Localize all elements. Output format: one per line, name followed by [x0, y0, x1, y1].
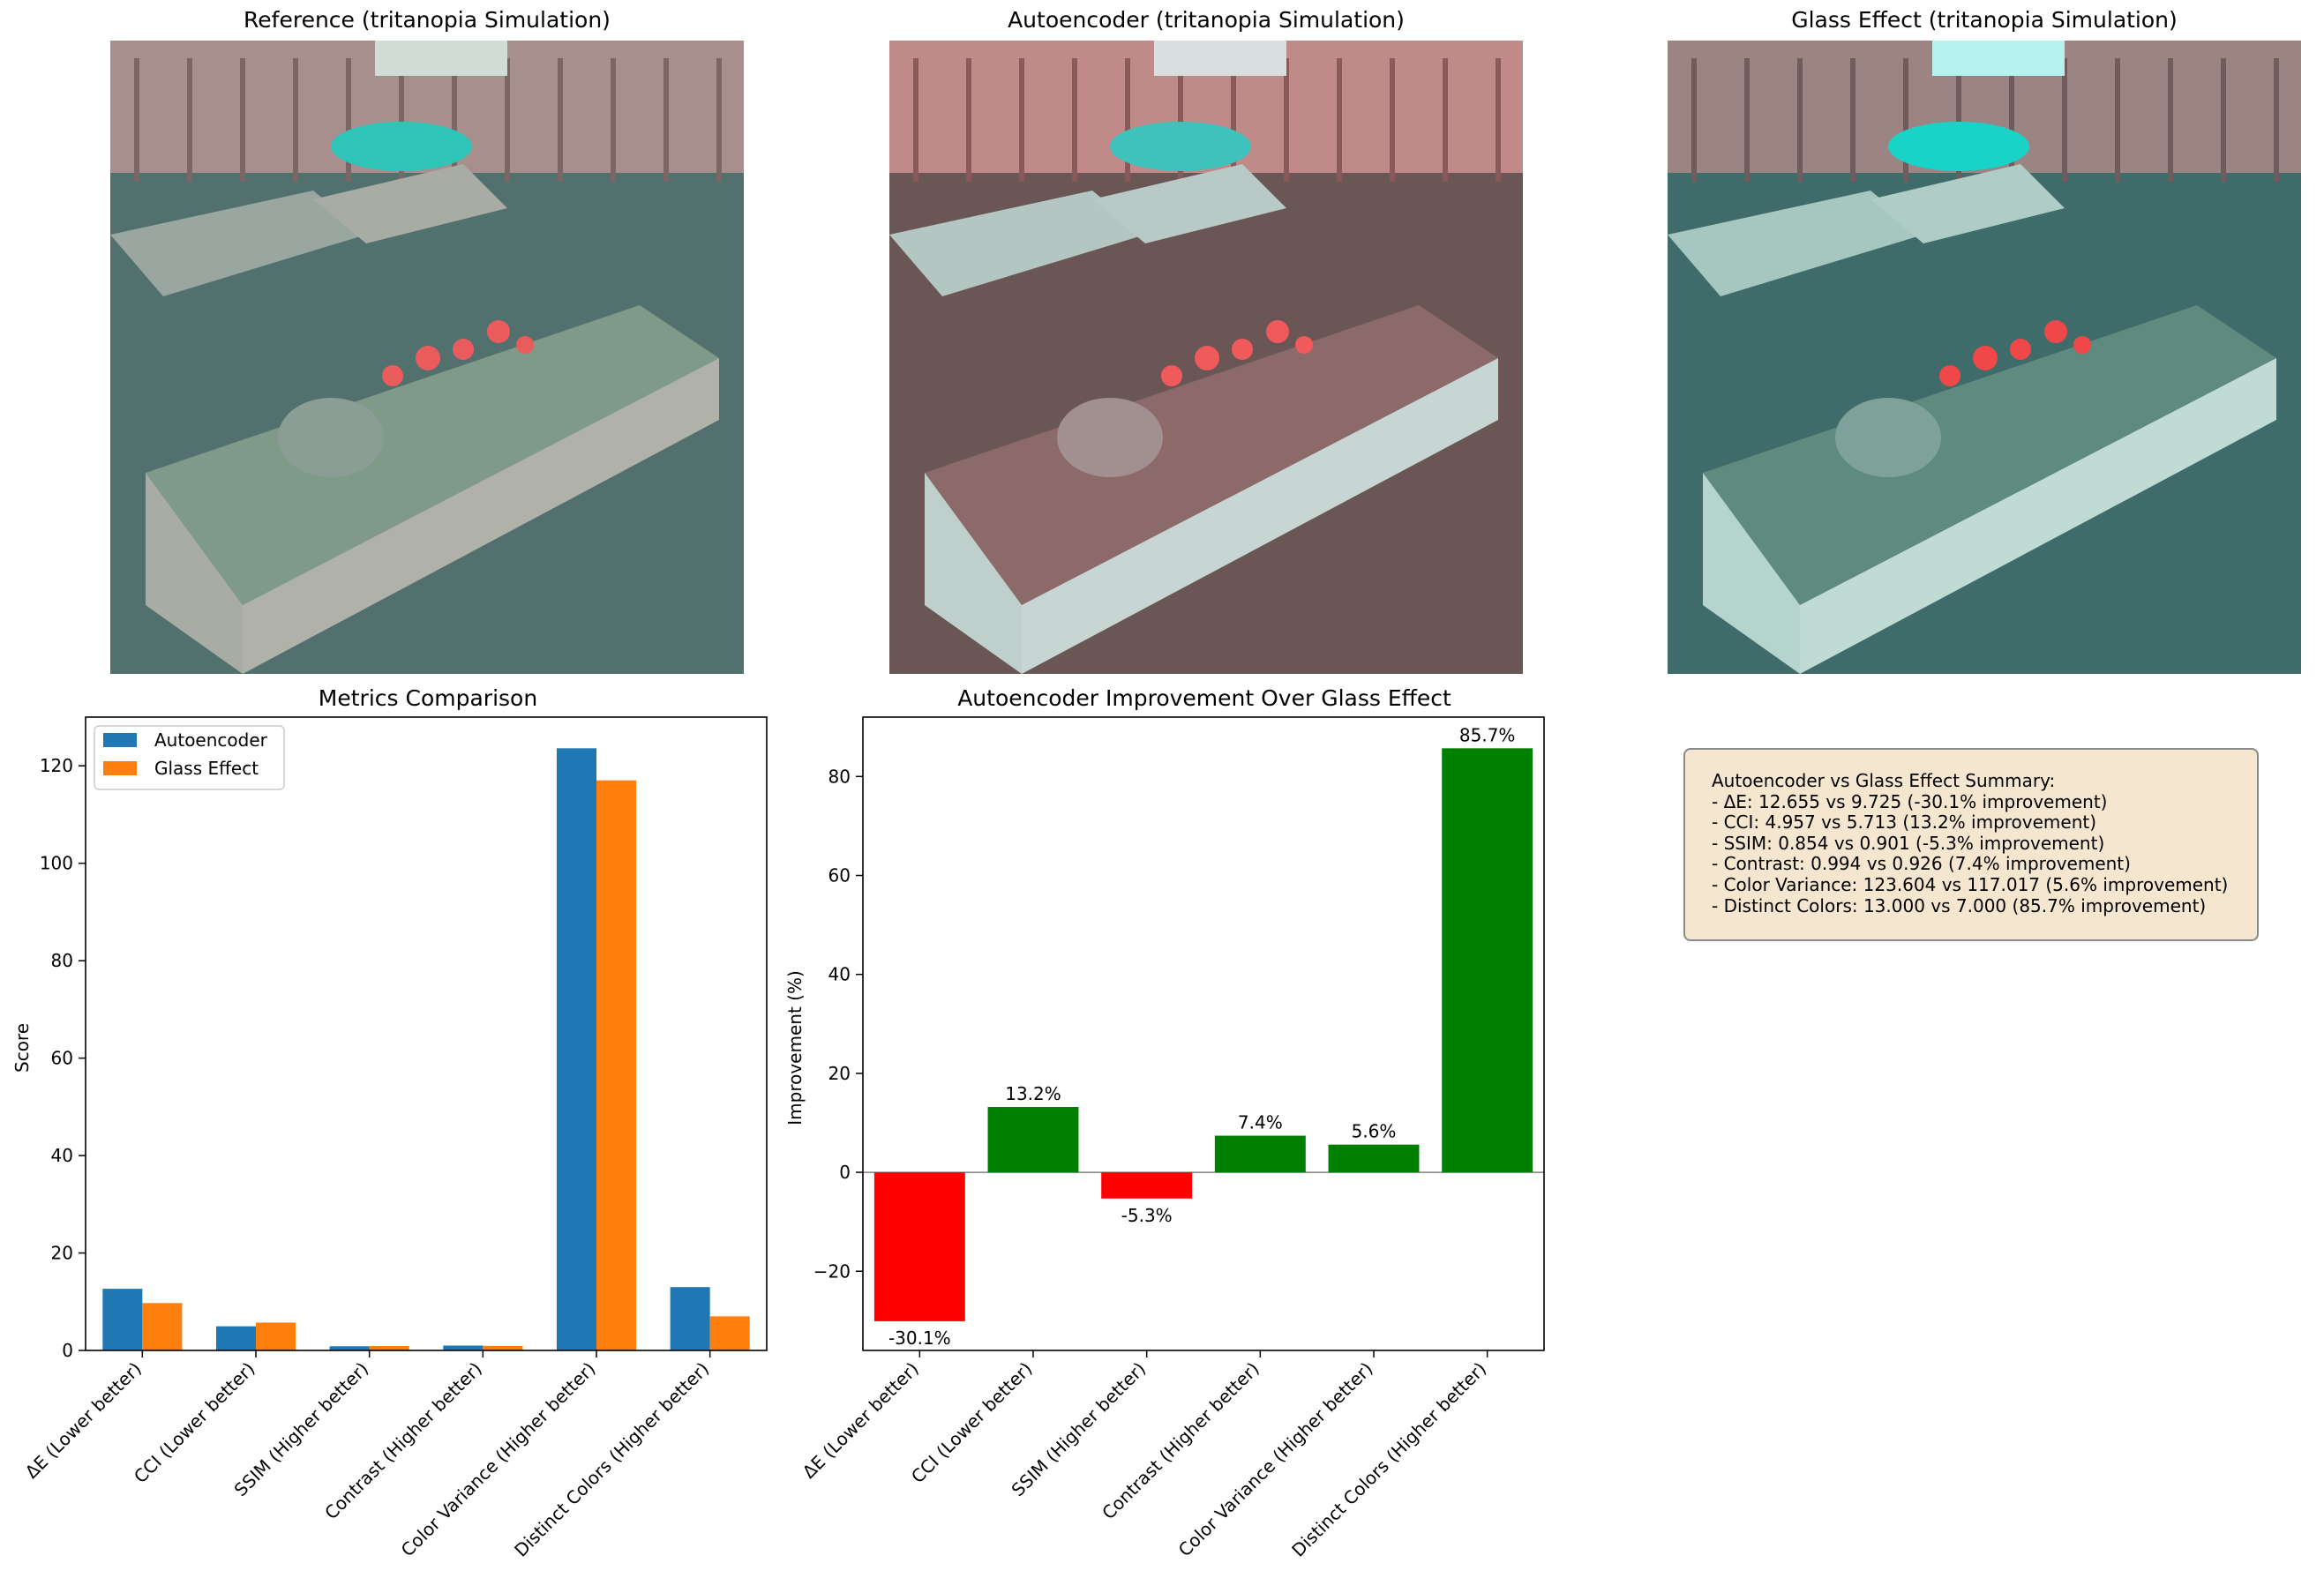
- bar-glass-effect: [256, 1322, 296, 1350]
- chart2-ytick-label: 80: [828, 766, 851, 787]
- improvement-bar: [1442, 748, 1533, 1173]
- bar-autoencoder: [670, 1287, 710, 1350]
- chart1-xtick-label: Color Variance (Higher better): [397, 1358, 600, 1561]
- legend-swatch-autoencoder: [103, 733, 137, 747]
- improvement-bar: [1101, 1172, 1193, 1199]
- chart1-ytick-label: 40: [51, 1145, 73, 1166]
- legend-label-glass-effect: Glass Effect: [154, 758, 259, 779]
- chart1-axes-frame: [85, 716, 768, 1351]
- chart2-xtick-label: Color Variance (Higher better): [1174, 1358, 1377, 1561]
- chart2-ytick-label: 40: [828, 964, 851, 985]
- bar-autoencoder: [556, 748, 596, 1350]
- glass-effect-image: [1668, 41, 2301, 674]
- improvement-bar: [987, 1107, 1079, 1173]
- chart1-xtick-label: Distinct Colors (Higher better): [510, 1358, 713, 1561]
- metrics-comparison-chart: Metrics Comparison Score 0 20 40 60 80 100 120…: [11, 685, 768, 1561]
- improvement-data-label: 13.2%: [1005, 1083, 1061, 1104]
- improvement-bar: [1328, 1144, 1420, 1173]
- legend-swatch-glass-effect: [103, 761, 137, 775]
- improvement-data-label: 7.4%: [1238, 1112, 1283, 1133]
- autoencoder-title: Autoencoder (tritanopia Simulation): [1008, 7, 1405, 33]
- chart1-legend: Autoencoder Glass Effect: [94, 725, 285, 790]
- bar-glass-effect: [142, 1303, 183, 1350]
- bar-autoencoder: [443, 1345, 484, 1350]
- improvement-data-label: 85.7%: [1459, 724, 1516, 745]
- chart1-ytick-label: 60: [51, 1048, 73, 1069]
- bar-autoencoder: [102, 1289, 143, 1350]
- improvement-bar: [1214, 1135, 1306, 1173]
- improvement-data-label: -30.1%: [888, 1327, 951, 1349]
- glass-effect-title: Glass Effect (tritanopia Simulation): [1791, 7, 2178, 33]
- reference-title: Reference (tritanopia Simulation): [244, 7, 611, 33]
- bar-glass-effect: [369, 1346, 409, 1350]
- chart1-ytick-label: 20: [51, 1243, 73, 1264]
- chart1-ytick-label: 100: [40, 853, 73, 874]
- chart2-ytick-label: 20: [828, 1063, 851, 1084]
- chart1-xtick-label: ΔE (Lower better): [21, 1358, 146, 1483]
- garden-photo-glass: [1668, 41, 2301, 674]
- chart2-xtick-label: CCI (Lower better): [907, 1358, 1037, 1488]
- bar-autoencoder: [215, 1326, 256, 1350]
- chart1-title: Metrics Comparison: [319, 685, 537, 711]
- improvement-chart: Autoencoder Improvement Over Glass Effec…: [784, 685, 1545, 1561]
- chart1-ytick-label: 120: [40, 755, 73, 776]
- reference-image: [110, 41, 744, 674]
- chart2-ytick-label: −20: [813, 1260, 851, 1282]
- legend-label-autoencoder: Autoencoder: [154, 729, 268, 751]
- chart2-xtick-label: ΔE (Lower better): [798, 1358, 923, 1483]
- summary-line: - Color Variance: 123.604 vs 117.017 (5.…: [1712, 873, 2229, 895]
- summary-box: Autoencoder vs Glass Effect Summary: - Δ…: [1683, 748, 2259, 941]
- improvement-data-label: -5.3%: [1121, 1205, 1173, 1226]
- summary-line: - ΔE: 12.655 vs 9.725 (-30.1% improvemen…: [1712, 790, 2108, 812]
- bar-glass-effect: [709, 1316, 750, 1350]
- improvement-bar: [873, 1172, 965, 1321]
- summary-line: - Distinct Colors: 13.000 vs 7.000 (85.7…: [1712, 894, 2207, 916]
- chart2-xtick-label: Distinct Colors (Higher better): [1287, 1358, 1490, 1561]
- chart1-ylabel: Score: [11, 1023, 33, 1073]
- chart1-xtick-label: CCI (Lower better): [130, 1358, 259, 1488]
- chart2-ytick-label: 0: [839, 1162, 851, 1183]
- bar-glass-effect: [483, 1345, 523, 1350]
- summary-line: - CCI: 4.957 vs 5.713 (13.2% improvement…: [1712, 811, 2097, 834]
- garden-photo-autoencoder: [889, 41, 1523, 674]
- chart2-title: Autoencoder Improvement Over Glass Effec…: [957, 685, 1451, 711]
- summary-line: - SSIM: 0.854 vs 0.901 (-5.3% improvemen…: [1712, 832, 2105, 854]
- chart2-axes-frame: [862, 716, 1545, 1351]
- chart1-ytick-label: 0: [62, 1340, 73, 1361]
- summary-line: - Contrast: 0.994 vs 0.926 (7.4% improve…: [1712, 853, 2131, 875]
- chart2-ytick-label: 60: [828, 865, 851, 886]
- garden-photo-reference: [110, 41, 744, 674]
- summary-text: Autoencoder vs Glass Effect Summary: - Δ…: [1712, 770, 2229, 916]
- autoencoder-image: [889, 41, 1523, 674]
- chart2-ylabel: Improvement (%): [784, 970, 806, 1126]
- summary-title: Autoencoder vs Glass Effect Summary:: [1712, 770, 2056, 791]
- improvement-data-label: 5.6%: [1352, 1121, 1397, 1142]
- bar-glass-effect: [596, 780, 637, 1350]
- chart1-ytick-label: 80: [51, 950, 73, 971]
- bar-autoencoder: [329, 1346, 370, 1350]
